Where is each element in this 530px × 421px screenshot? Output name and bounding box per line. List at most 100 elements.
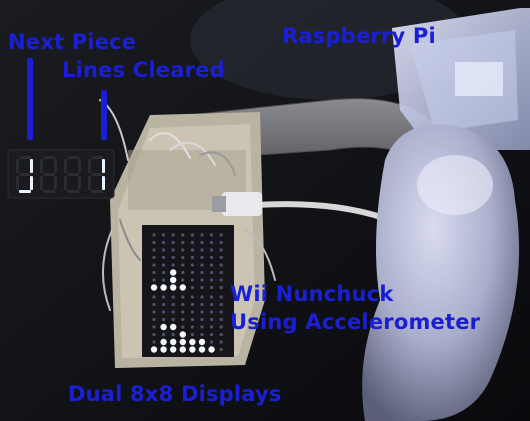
led-dim [152, 233, 156, 237]
led-dim [162, 317, 166, 322]
segment-dim [16, 176, 19, 190]
led-dim [181, 302, 185, 307]
led-lit [160, 338, 167, 346]
led-dim [162, 263, 166, 267]
led-dim [190, 317, 194, 322]
led-dim [200, 255, 204, 260]
led-dim [181, 248, 185, 252]
led-dim [210, 240, 214, 245]
led-dim [200, 317, 204, 322]
led-dim [219, 325, 223, 329]
led-dim [162, 255, 166, 260]
led-dim [190, 295, 194, 299]
led-dim [181, 295, 185, 299]
led-dim [190, 332, 194, 337]
led-dim [152, 332, 156, 337]
raspberry-pi-label: Raspberry Pi [282, 24, 436, 48]
led-dim [162, 270, 166, 275]
led-dim [200, 332, 204, 337]
segment-dim [19, 156, 31, 159]
segment-dim [78, 176, 81, 190]
led-lit [170, 269, 177, 276]
seven-segment-display [7, 149, 115, 199]
led-dim [200, 263, 204, 267]
segment-lit [30, 176, 33, 190]
led-dim [152, 295, 156, 299]
led-dim [171, 302, 175, 307]
led-dim [210, 340, 214, 344]
led-dim [210, 255, 214, 260]
led-dim [210, 248, 214, 252]
segment-dim [43, 173, 55, 176]
led-dim [219, 295, 223, 299]
led-lit [179, 338, 186, 346]
segment-lit [102, 159, 105, 173]
led-dim [190, 255, 194, 260]
led-dim [152, 263, 156, 267]
led-dim [190, 270, 194, 275]
segment-dim [40, 159, 43, 173]
led-lit [170, 284, 177, 291]
led-dim [210, 317, 214, 322]
led-dim [219, 240, 223, 245]
segment-dim [67, 156, 79, 159]
led-dim [210, 295, 214, 299]
led-dim [152, 278, 156, 282]
led-dim [171, 240, 175, 245]
led-dim [210, 302, 214, 307]
led-lit [170, 338, 177, 346]
led-dim [200, 302, 204, 307]
led-dim [190, 248, 194, 252]
led-dim [219, 255, 223, 260]
led-dim [210, 325, 214, 329]
segment-dim [91, 173, 103, 176]
displays-label: Dual 8x8 Displays [68, 382, 282, 406]
led-dim [200, 285, 204, 290]
led-dim [210, 332, 214, 337]
led-dim [171, 295, 175, 299]
led-dim [171, 310, 175, 314]
led-lit [150, 284, 158, 291]
led-dim [200, 240, 204, 245]
segment-dim [88, 159, 91, 173]
led-dim [162, 240, 166, 245]
segment-dim [43, 156, 55, 159]
led-dim [152, 270, 156, 275]
led-dim [190, 310, 194, 314]
segment-dim [64, 176, 67, 190]
led-dim [162, 233, 166, 237]
segment-dim [91, 190, 103, 193]
led-dim [181, 263, 185, 267]
led-dim [200, 325, 204, 329]
led-dim [219, 248, 223, 252]
segment-dim [64, 159, 67, 173]
next-piece-label: Next Piece [8, 30, 137, 54]
led-dim [152, 340, 156, 344]
led-lit [160, 323, 167, 331]
led-dim [219, 347, 223, 352]
led-dim [162, 332, 166, 337]
led-dim [181, 310, 185, 314]
led-lit [179, 331, 186, 338]
led-dim [171, 317, 175, 322]
led-dim [181, 317, 185, 322]
led-dim [219, 317, 223, 322]
wii-nunchuck-hand [362, 124, 520, 421]
led-dim [152, 317, 156, 322]
led-dim [219, 270, 223, 275]
led-dim [171, 255, 175, 260]
led-dim [181, 325, 185, 329]
led-dim [152, 302, 156, 307]
segment-dim [91, 156, 103, 159]
led-dim [162, 295, 166, 299]
led-dim [181, 278, 185, 282]
led-dim [219, 263, 223, 267]
led-lit [160, 346, 167, 353]
led-lit [189, 346, 196, 353]
led-lit [170, 276, 177, 284]
nunchuck-label-line1: Wii Nunchuck [230, 282, 394, 306]
led-lit [179, 346, 186, 353]
led-dim [210, 310, 214, 314]
led-dim [152, 325, 156, 329]
segment-dim [67, 190, 79, 193]
